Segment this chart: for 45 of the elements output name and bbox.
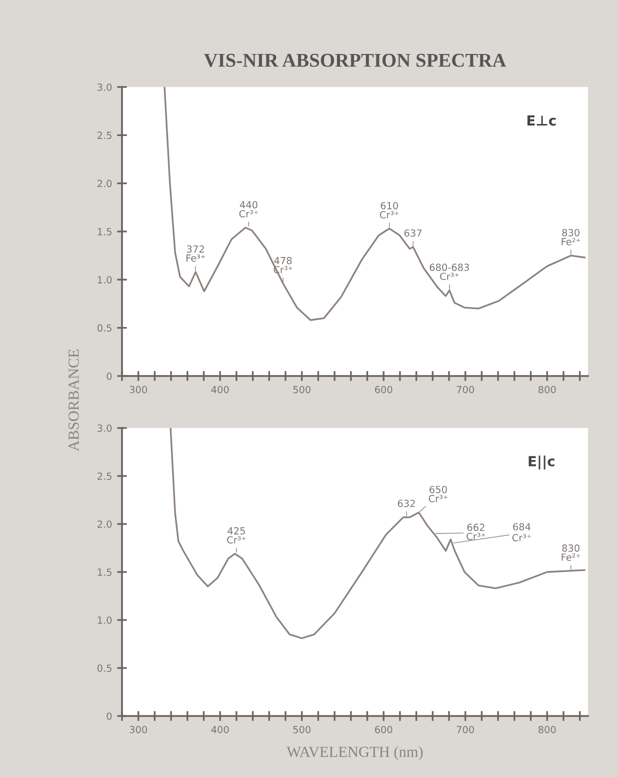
y-tick-label: 2.5 <box>98 472 112 480</box>
x-tick-label: 700 <box>456 726 474 734</box>
x-tick-label: 300 <box>130 386 147 394</box>
line-series <box>170 428 586 640</box>
annotation: 684 Cr³⁺ <box>512 523 531 542</box>
x-tick-label: 400 <box>211 386 229 394</box>
annotation: 830 Fe²⁺ <box>562 228 580 246</box>
y-tick-label: 0.5 <box>97 664 112 672</box>
chart-title: VIS-NIR ABSORPTION SPECTRA <box>204 54 506 67</box>
y-tick-label: 2.0 <box>98 520 112 528</box>
annotation: 440 Cr³⁺ <box>239 201 258 218</box>
y-tick-label: 3.0 <box>98 83 112 91</box>
x-tick-label: 500 <box>293 726 310 734</box>
x-tick-label: 800 <box>538 386 556 394</box>
line-series <box>164 87 586 321</box>
x-tick-label: 600 <box>375 386 392 394</box>
y-tick-label: 0 <box>106 712 112 720</box>
annotation: 830 Fe²⁺ <box>562 544 580 561</box>
x-axis-title: WAVELENGTH (nm) <box>286 746 423 760</box>
annotation: 637 <box>404 229 422 237</box>
annotation: 425 Cr³⁺ <box>227 527 246 544</box>
annotation: 680-683 Cr³⁺ <box>430 264 469 280</box>
y-tick-label: 2.5 <box>98 132 112 139</box>
annotation: E||c <box>528 456 554 470</box>
annotation: 610 Cr³⁺ <box>380 202 399 218</box>
y-tick-label: 2.0 <box>98 180 112 188</box>
annotation: 632 <box>398 500 415 508</box>
y-tick-label: 3.0 <box>98 424 112 432</box>
x-tick-label: 500 <box>293 386 310 394</box>
y-tick-label: 0.5 <box>97 324 112 332</box>
x-tick-label: 300 <box>130 726 147 734</box>
annotation: 662 Cr³⁺ <box>466 524 486 540</box>
y-tick-label: 1.0 <box>98 616 112 624</box>
annotation: E⊥c <box>527 115 556 126</box>
x-tick-label: 600 <box>375 726 392 734</box>
y-tick-label: 1.5 <box>98 228 112 236</box>
y-tick-label: 1.5 <box>98 568 112 576</box>
annotation: 372 Fe³⁺ <box>186 245 205 262</box>
y-tick-label: 0 <box>106 372 112 380</box>
annotation: 650 Cr³⁺ <box>428 486 448 502</box>
x-tick-label: 400 <box>211 726 229 734</box>
x-tick-label: 800 <box>538 726 556 734</box>
y-tick-label: 1.0 <box>98 276 112 284</box>
y-axis-title: ABSORBANCE <box>68 349 79 452</box>
x-tick-label: 700 <box>456 386 474 394</box>
